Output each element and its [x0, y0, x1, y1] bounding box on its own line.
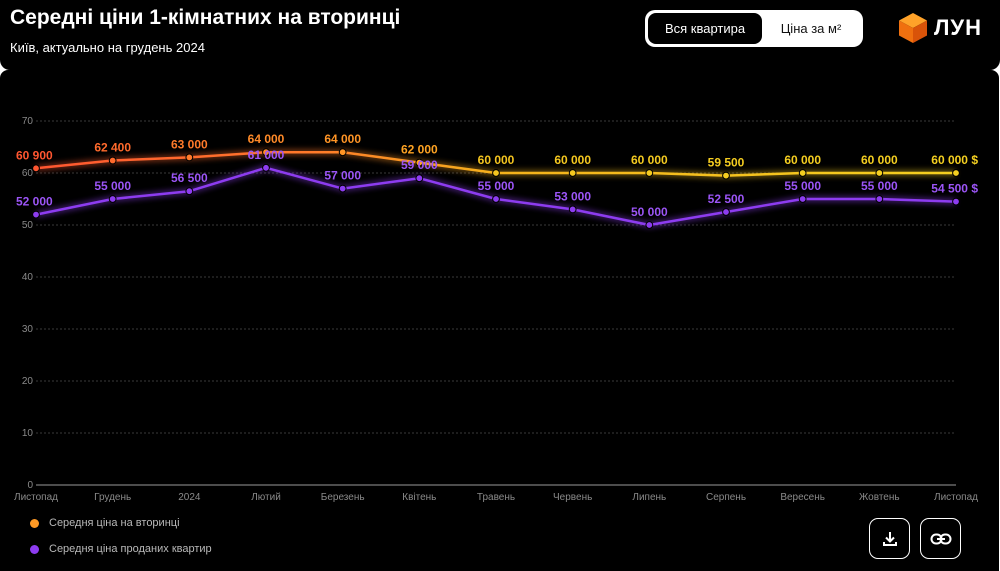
data-label: 64 000: [324, 132, 361, 146]
link-icon: [930, 533, 951, 544]
data-label: 50 000: [631, 205, 668, 219]
data-label: 55 000: [478, 179, 515, 193]
x-tick-label: Лютий: [251, 492, 281, 503]
x-tick-label: Червень: [553, 492, 592, 503]
x-tick-label: Березень: [321, 492, 365, 503]
data-label: 52 500: [708, 192, 745, 206]
y-tick-label: 50: [22, 220, 34, 231]
x-tick-label: 2024: [178, 492, 201, 503]
price-mode-toggle: Вся квартира Ціна за м²: [645, 10, 863, 47]
data-point: [568, 205, 577, 214]
x-tick-label: Липень: [632, 492, 666, 503]
data-point: [185, 153, 194, 162]
data-point: [722, 171, 730, 180]
data-point: [32, 164, 40, 173]
logo-text: ЛУН: [934, 15, 983, 40]
y-tick-label: 40: [22, 272, 34, 283]
legend-item-market[interactable]: Середня ціна на вторинці: [30, 516, 212, 530]
data-point: [415, 174, 424, 183]
data-point: [492, 169, 500, 177]
y-tick-label: 10: [22, 428, 34, 439]
data-label: 63 000: [171, 137, 208, 151]
share-link-button[interactable]: [920, 518, 961, 559]
x-tick-label: Серпень: [706, 492, 746, 503]
x-tick-label: Грудень: [94, 492, 131, 503]
data-point: [492, 195, 500, 203]
data-label: 62 400: [94, 141, 131, 155]
data-label: 54 500 $: [931, 182, 978, 196]
data-label: 60 000 $: [931, 153, 978, 167]
toggle-whole-apartment[interactable]: Вся квартира: [648, 13, 762, 44]
data-point: [798, 195, 807, 203]
download-icon: [882, 531, 897, 546]
x-tick-label: Квітень: [402, 492, 436, 503]
legend-dot-sold: [30, 544, 39, 554]
data-label: 60 000: [478, 153, 515, 167]
x-tick-label: Листопад: [934, 492, 978, 503]
data-label: 60 000: [554, 153, 591, 167]
data-point: [108, 195, 117, 203]
data-label: 60 000: [784, 153, 821, 167]
data-point: [415, 158, 424, 167]
data-label: 61 000: [248, 148, 285, 162]
data-label: 55 000: [94, 179, 131, 193]
data-label: 60 000: [861, 153, 898, 167]
y-tick-label: 0: [27, 480, 33, 491]
y-tick-label: 20: [22, 376, 34, 387]
x-tick-label: Жовтень: [859, 492, 900, 503]
data-point: [32, 210, 40, 219]
data-label: 59 500: [708, 156, 745, 170]
data-label: 52 000: [16, 195, 53, 209]
data-point: [645, 221, 654, 229]
data-label: 60 000: [631, 153, 668, 167]
download-button[interactable]: [869, 518, 910, 559]
data-point: [262, 148, 270, 157]
orange-cube-icon: [899, 13, 927, 43]
legend-dot-market: [30, 518, 39, 528]
toggle-price-per-sqm[interactable]: Ціна за м²: [780, 21, 842, 36]
legend-item-sold[interactable]: Середня ціна проданих квартир: [30, 542, 212, 556]
data-point: [338, 148, 347, 157]
data-label: 57 000: [324, 169, 361, 183]
y-tick-label: 30: [22, 324, 34, 335]
data-point: [875, 169, 884, 177]
chart-panel: 60 900 62 400 63 000 64 000 64 000 62 000 60 0…: [0, 70, 999, 571]
lun-logo[interactable]: ЛУН: [898, 12, 982, 44]
data-point: [798, 169, 807, 177]
y-tick-label: 60: [22, 168, 34, 179]
data-label: 59 000: [401, 158, 438, 172]
x-tick-label: Травень: [477, 492, 515, 503]
data-point: [875, 195, 884, 203]
data-point: [645, 169, 654, 177]
y-tick-label: 70: [22, 116, 34, 127]
data-point: [568, 169, 577, 177]
data-label: 55 000: [861, 179, 898, 193]
legend-label-sold: Середня ціна проданих квартир: [49, 543, 212, 555]
data-point: [952, 197, 960, 206]
chart-header: Середні ціни 1-кімнатних на вторинці Киї…: [0, 0, 1000, 70]
data-label: 56 500: [171, 171, 208, 185]
data-point: [262, 163, 270, 172]
price-line-chart: 60 900 62 400 63 000 64 000 64 000 62 000 60 0…: [14, 116, 978, 503]
x-tick-label: Листопад: [14, 492, 58, 503]
x-tick-label: Вересень: [780, 492, 825, 503]
data-label: 64 000: [248, 132, 285, 146]
data-point: [338, 184, 347, 193]
page-title: Середні ціни 1-кімнатних на вторинці: [10, 6, 401, 29]
legend-label-market: Середня ціна на вторинці: [49, 517, 180, 529]
data-point: [952, 169, 960, 177]
data-label: 62 000: [401, 143, 438, 157]
page-subtitle: Київ, актуально на грудень 2024: [10, 40, 205, 55]
data-point: [185, 187, 194, 196]
data-label: 55 000: [784, 179, 821, 193]
data-point: [108, 156, 117, 165]
data-point: [722, 208, 730, 216]
data-label: 60 900: [16, 148, 53, 162]
chart-legend: Середня ціна на вторинці Середня ціна пр…: [30, 516, 212, 568]
data-label: 53 000: [554, 189, 591, 203]
